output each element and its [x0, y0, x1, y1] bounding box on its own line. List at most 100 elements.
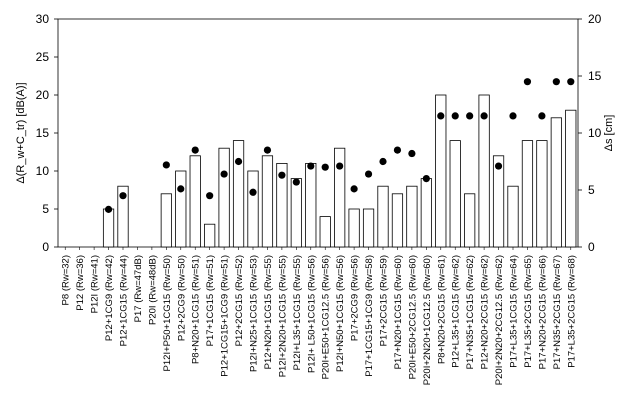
x-tick-label: P12+N20+1CG15 (Rw=55): [263, 255, 274, 369]
x-tick-label: P17+N20+1CG15 (Rw=60): [393, 255, 404, 369]
data-point: [177, 185, 185, 193]
right-y-tick-label: 0: [588, 240, 595, 254]
x-tick-label: P20I+E50+1CG12.5 (Rw=56): [321, 255, 332, 379]
bar: [521, 140, 534, 248]
bar: [247, 170, 259, 248]
x-tick-label: P20I+2N20+1CG12.5 (Rw=60): [422, 255, 433, 385]
x-tick-label: P17+2CG15 (Rw=59): [379, 255, 390, 346]
right-y-tick-label: 20: [588, 12, 602, 26]
data-point: [220, 170, 228, 178]
x-tick-label: P12+1CG15+1CG9 (Rw=51): [220, 255, 231, 377]
plot-area: 0 5 10 15 20 25 30 0 5 10 15 20 Δ(R_w+C_tr) [dB(A)] Δ…: [15, 12, 615, 385]
bar: [305, 162, 317, 248]
bar: [348, 208, 360, 248]
bar: [420, 178, 432, 248]
x-tick-label: P17+N35+1CG15 (Rw=62): [465, 255, 476, 369]
data-point: [552, 78, 560, 86]
x-tick-label: P8+N20+1CG15 (Rw=51): [191, 255, 202, 364]
x-tick-label: P12I+N50+1CG15 (Rw=56): [335, 255, 346, 372]
bar: [261, 155, 274, 248]
x-tick-label: P8 (Rw=32): [61, 255, 72, 305]
data-point: [104, 205, 113, 213]
data-point: [364, 170, 373, 178]
bar: [160, 193, 172, 248]
data-point: [321, 163, 329, 171]
bar: [290, 178, 302, 248]
data-point: [393, 146, 402, 154]
bar: [362, 208, 375, 248]
x-tick-label: P20I+2N20+2CG12.5 (Rw=62): [494, 255, 505, 385]
x-tick-label: P12I+ L50+1CG15 (Rw=56): [306, 255, 317, 373]
x-tick-label: P8+N20+2CG15 (Rw=61): [436, 255, 447, 364]
data-point: [451, 112, 459, 120]
bar: [507, 185, 519, 248]
x-tick-label: P17+L35+2CG15 (Rw=68): [566, 255, 577, 368]
data-point: [422, 175, 430, 183]
x-tick-label: P12I+N25+1CG15 (Rw=53): [249, 255, 260, 372]
data-point: [538, 112, 546, 120]
x-tick-label: P12+2CG15 (Rw=52): [234, 255, 245, 346]
left-y-tick-label: 25: [36, 50, 50, 64]
x-tick-label: P12+L35+1CG15 (Rw=62): [451, 255, 462, 368]
data-point: [119, 192, 127, 200]
bar: [550, 117, 562, 248]
bar: [232, 140, 245, 248]
x-tick-label: P12I+P50+1CG15 (Rw=50): [162, 255, 173, 371]
left-y-tick-label: 10: [36, 164, 50, 178]
x-tick-label: P17+L35+2CG15 (Rw=65): [523, 255, 534, 368]
data-point: [509, 112, 517, 120]
data-point: [336, 162, 344, 170]
data-point: [494, 162, 503, 170]
data-point: [249, 188, 257, 196]
left-y-tick-label: 5: [42, 202, 49, 216]
bar: [391, 193, 404, 248]
x-tick-label: P12+N20+2CG15 (Rw=62): [480, 255, 491, 369]
bar: [189, 155, 201, 248]
x-tick-label: P17+N20+2CG15 (Rw=66): [537, 255, 548, 369]
bar: [102, 208, 115, 248]
left-y-tick-label: 15: [36, 126, 50, 140]
x-tick-label: P17+N35+2CG15 (Rw=67): [552, 255, 563, 369]
bar: [406, 185, 418, 248]
data-point: [408, 149, 416, 158]
bar: [565, 109, 577, 248]
data-point: [480, 112, 488, 120]
x-tick-label: P12I+L35+1CG15 (Rw=55): [292, 255, 303, 370]
data-point: [350, 185, 358, 193]
x-tick-label: P12+1CG15 (Rw=44): [119, 255, 130, 346]
bar: [175, 170, 187, 248]
data-point: [278, 171, 286, 179]
data-point: [292, 178, 300, 186]
bar: [449, 140, 461, 248]
right-y-tick-label: 10: [588, 126, 602, 140]
x-tick-label: P12I+2N20+1CG15 (Rw=55): [277, 255, 288, 377]
bar: [464, 193, 476, 248]
bar: [218, 147, 230, 248]
left-y-tick-label: 0: [42, 240, 49, 254]
right-y-axis-label: Δs [cm]: [603, 115, 615, 152]
bar: [319, 216, 331, 248]
left-y-axis-label: Δ(R_w+C_tr) [dB(A)]: [15, 82, 27, 183]
x-tick-label: P12+2CG9 (Rw=50): [176, 255, 187, 341]
data-point: [437, 112, 445, 120]
data-point: [466, 112, 474, 120]
data-point: [307, 162, 315, 170]
x-tick-label: P20I (Rw=48dB): [147, 255, 158, 325]
data-point: [162, 161, 170, 169]
data-point: [523, 78, 532, 86]
data-point: [263, 146, 272, 154]
x-tick-label: P12+1CG9 (Rw=42): [104, 255, 115, 341]
bar: [536, 140, 548, 248]
x-tick-label: P12 (Rw=36): [75, 255, 86, 311]
x-tick-label: P12I (Rw=41): [90, 255, 101, 313]
x-tick-label: P17+2CG9 (Rw=56): [350, 255, 361, 341]
data-point: [206, 192, 214, 200]
right-y-tick-label: 5: [588, 183, 595, 197]
bar: [377, 185, 389, 248]
x-tick-label: P17+1CG15 (Rw=51): [205, 255, 216, 346]
x-tick-label: P20I+E50+2CG12.5 (Rw=60): [407, 255, 418, 379]
x-tick-label: P17+L35+1CG15 (Rw=64): [509, 255, 520, 368]
x-tick-label: P17 (Rw=47dB): [133, 255, 144, 322]
left-y-tick-label: 30: [36, 12, 50, 26]
